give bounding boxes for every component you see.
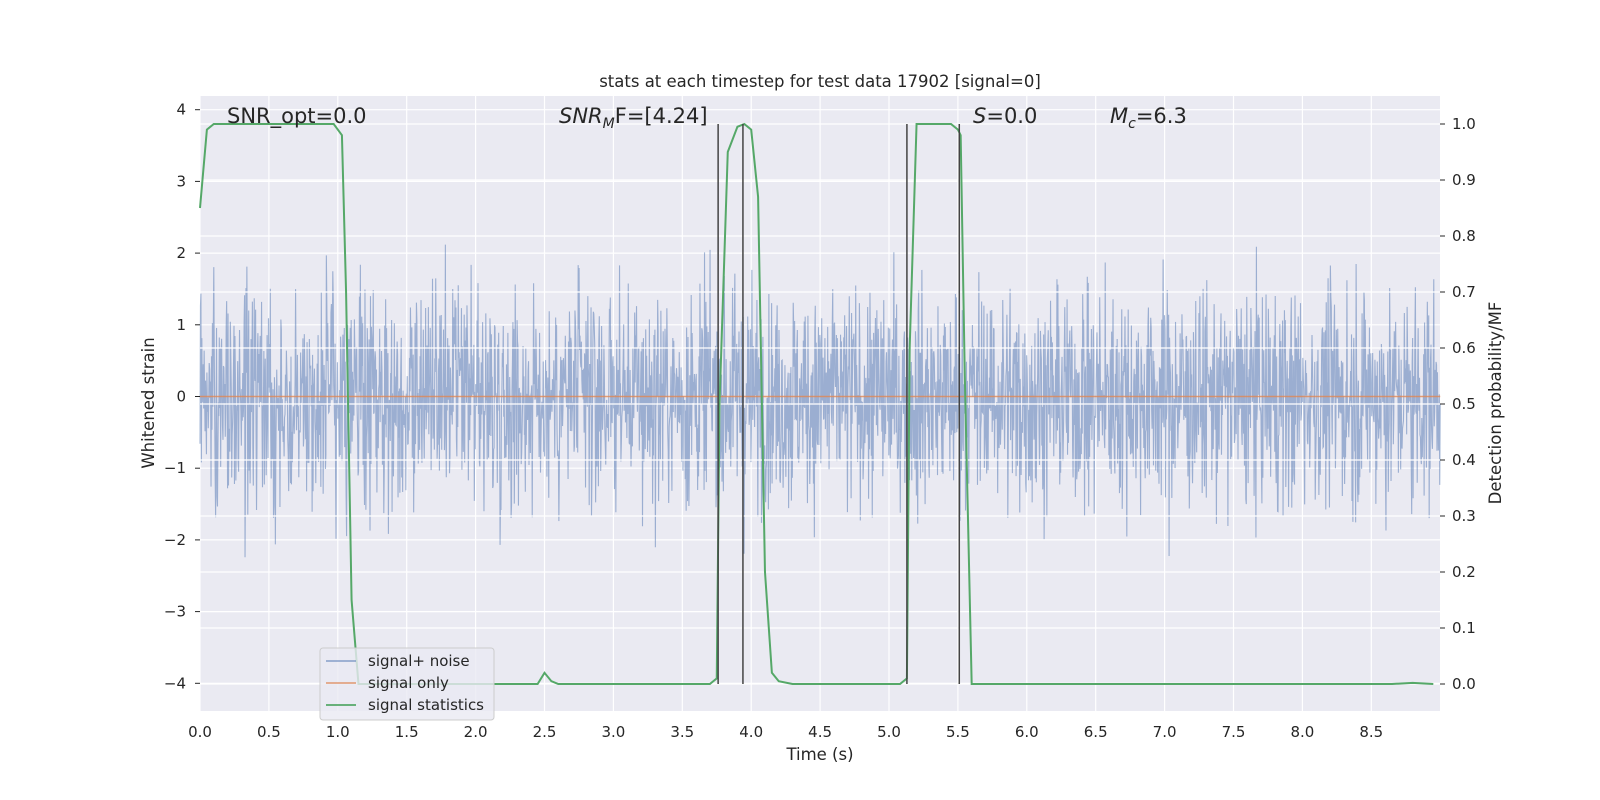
- right-y-axis-ticks: 0.0 0.1 0.2 0.3 0.4 0.5 0.6 0.7 0.8 0.9 1.0: [1440, 115, 1476, 693]
- x-tick-label: 1.0: [326, 723, 350, 741]
- y2-tick-label: 0.5: [1452, 395, 1476, 413]
- annotation-s-rest: =0.0: [986, 104, 1037, 128]
- annotation-snr-mf-rest: F=[4.24]: [615, 104, 708, 128]
- annotation-snr-mf: SNRMF=[4.24]: [559, 104, 708, 132]
- y2-tick-label: 0.4: [1452, 451, 1476, 469]
- y2-tick-label: 0.7: [1452, 283, 1476, 301]
- annotation-mc-sub: c: [1128, 116, 1136, 132]
- annotation-snr-mf-sub: M: [603, 116, 615, 132]
- y-tick-label: 3: [176, 172, 186, 190]
- annotation-mc-main: M: [1110, 104, 1128, 128]
- boundary-lines: [717, 124, 961, 684]
- y2-tick-label: 0.9: [1452, 171, 1476, 189]
- x-tick-label: 0.5: [257, 723, 281, 741]
- x-tick-label: 3.5: [670, 723, 694, 741]
- annotation-mc-rest: =6.3: [1136, 104, 1187, 128]
- x-tick-label: 1.5: [395, 723, 419, 741]
- x-tick-label: 7.5: [1222, 723, 1246, 741]
- y2-tick-label: 0.2: [1452, 563, 1476, 581]
- annotation-s-italic: S: [973, 104, 986, 128]
- x-tick-label: 5.5: [946, 723, 970, 741]
- x-tick-label: 8.0: [1290, 723, 1314, 741]
- x-tick-label: 6.0: [1015, 723, 1039, 741]
- x-tick-label: 8.5: [1359, 723, 1383, 741]
- y2-tick-label: 0.1: [1452, 619, 1476, 637]
- annotation-mc: Mc=6.3: [1110, 104, 1187, 132]
- y-tick-label: 0: [176, 388, 186, 406]
- y-tick-label: −3: [164, 603, 186, 621]
- x-tick-label: 7.0: [1153, 723, 1177, 741]
- legend-label-statistics: signal statistics: [368, 696, 484, 714]
- x-tick-label: 5.0: [877, 723, 901, 741]
- chart-title: stats at each timestep for test data 179…: [599, 72, 1041, 91]
- y-axis-ticks: −4 −3 −2 −1 0 1 2 3 4: [164, 101, 200, 692]
- signal-plus-noise-series: [199, 244, 1441, 558]
- y-tick-label: 1: [176, 316, 186, 334]
- y-tick-label: −4: [164, 674, 186, 692]
- legend-label-signal-only: signal only: [368, 674, 449, 692]
- annotation-snr-mf-main: SNR: [559, 104, 603, 128]
- y2-tick-label: 0.8: [1452, 227, 1476, 245]
- statistics-line: [199, 122, 1434, 685]
- legend: signal+ noise signal only signal statist…: [319, 647, 495, 721]
- legend-label-noise: signal+ noise: [368, 652, 470, 670]
- x-axis-ticks: 0.0 0.5 1.0 1.5 2.0 2.5 3.0 3.5 4.0 4.5 5.0 5.5 6.0 6…: [188, 723, 1383, 741]
- y2-tick-label: 1.0: [1452, 115, 1476, 133]
- right-y-axis-label: Detection probability/MF: [1486, 302, 1505, 505]
- x-tick-label: 2.0: [464, 723, 488, 741]
- x-tick-label: 4.5: [808, 723, 832, 741]
- y2-tick-label: 0.6: [1452, 339, 1476, 357]
- x-axis-label: Time (s): [785, 745, 853, 764]
- noise-line: [199, 244, 1441, 558]
- x-tick-label: 0.0: [188, 723, 212, 741]
- x-tick-label: 2.5: [533, 723, 557, 741]
- y2-tick-label: 0.0: [1452, 675, 1476, 693]
- y-tick-label: 2: [176, 244, 186, 262]
- y2-tick-label: 0.3: [1452, 507, 1476, 525]
- annotation-s: S=0.0: [973, 104, 1037, 128]
- x-tick-label: 3.0: [601, 723, 625, 741]
- y-tick-label: −1: [164, 459, 186, 477]
- y-tick-label: −2: [164, 531, 186, 549]
- annotation-snr-opt: SNR_opt=0.0: [227, 104, 367, 129]
- legend-box: [319, 647, 495, 721]
- y-tick-label: 4: [176, 101, 186, 119]
- signal-statistics-series: [199, 122, 1434, 685]
- y-axis-label: Whitened strain: [139, 337, 158, 468]
- x-tick-label: 6.5: [1084, 723, 1108, 741]
- right-axis-grid: [200, 123, 1440, 685]
- x-tick-label: 4.0: [739, 723, 763, 741]
